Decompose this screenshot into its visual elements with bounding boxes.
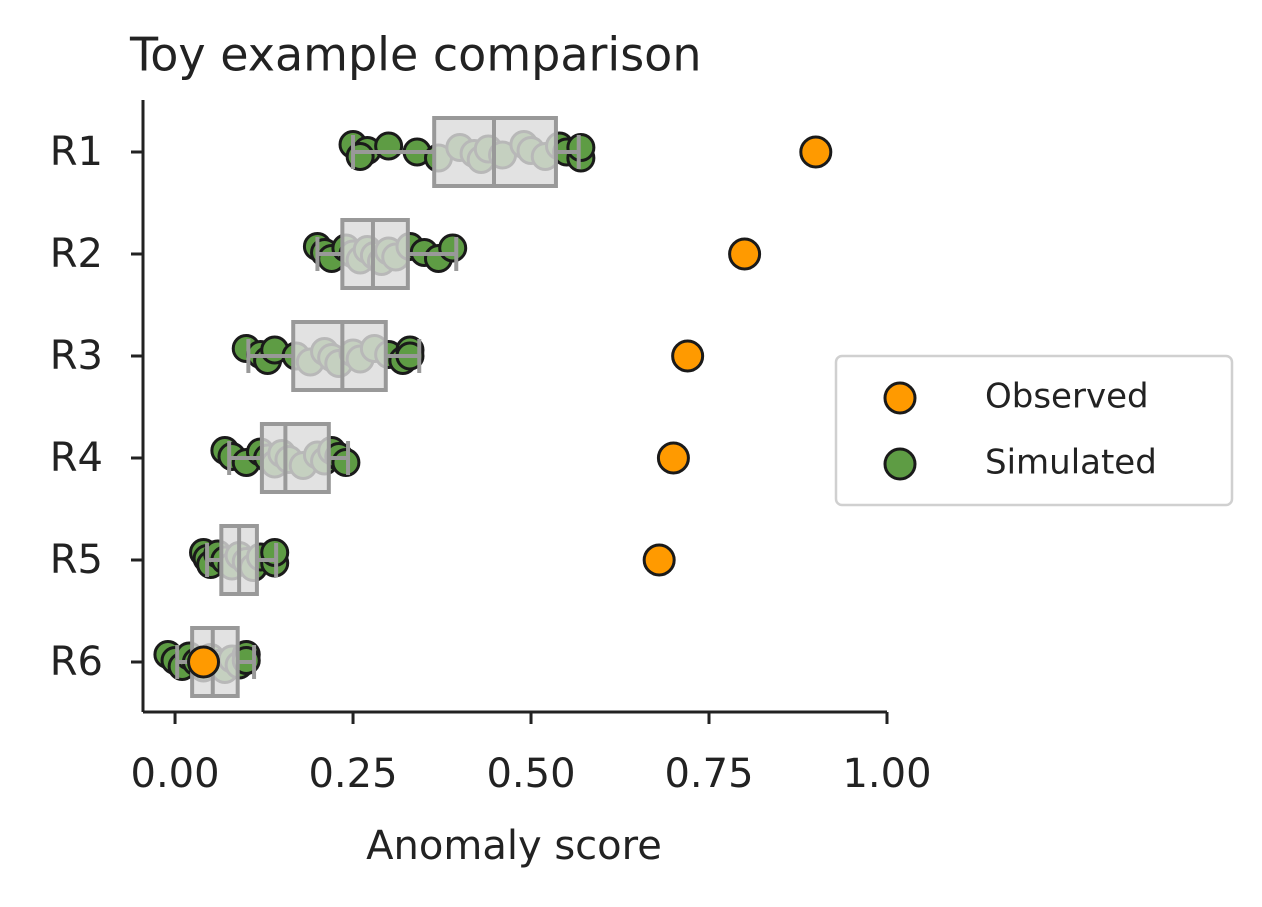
legend-marker [883, 381, 917, 415]
simulated-point [438, 233, 468, 263]
simulated-point [331, 448, 361, 477]
box [340, 218, 410, 290]
legend-frame [834, 354, 1234, 507]
simulated-point [374, 131, 404, 161]
observed-point [187, 645, 221, 679]
chart-title: Toy example comparison [129, 28, 701, 82]
legend-marker [883, 447, 917, 481]
box [291, 320, 388, 392]
y-tick-label: R6 [50, 639, 103, 685]
simulated-point [566, 133, 596, 162]
observed-point [671, 339, 705, 373]
x-tick-label: 0.75 [664, 751, 753, 797]
x-tick-label: 0.25 [308, 751, 397, 797]
observed-point [799, 135, 833, 169]
legend-label: Simulated [985, 443, 1157, 483]
observed-point [656, 441, 690, 475]
box [259, 422, 331, 494]
observed-point [728, 237, 762, 271]
x-tick-label: 0.50 [486, 751, 575, 797]
observed-point [642, 543, 676, 577]
y-tick-label: R5 [50, 537, 103, 583]
legend-label: Observed [985, 377, 1149, 417]
y-tick-label: R2 [50, 231, 103, 277]
y-tick-label: R4 [50, 435, 103, 481]
y-tick-label: R1 [50, 129, 103, 175]
x-axis-label: Anomaly score [366, 823, 662, 869]
x-tick-label: 1.00 [842, 751, 931, 797]
x-tick-label: 0.00 [131, 751, 220, 797]
y-tick-label: R3 [50, 333, 103, 379]
